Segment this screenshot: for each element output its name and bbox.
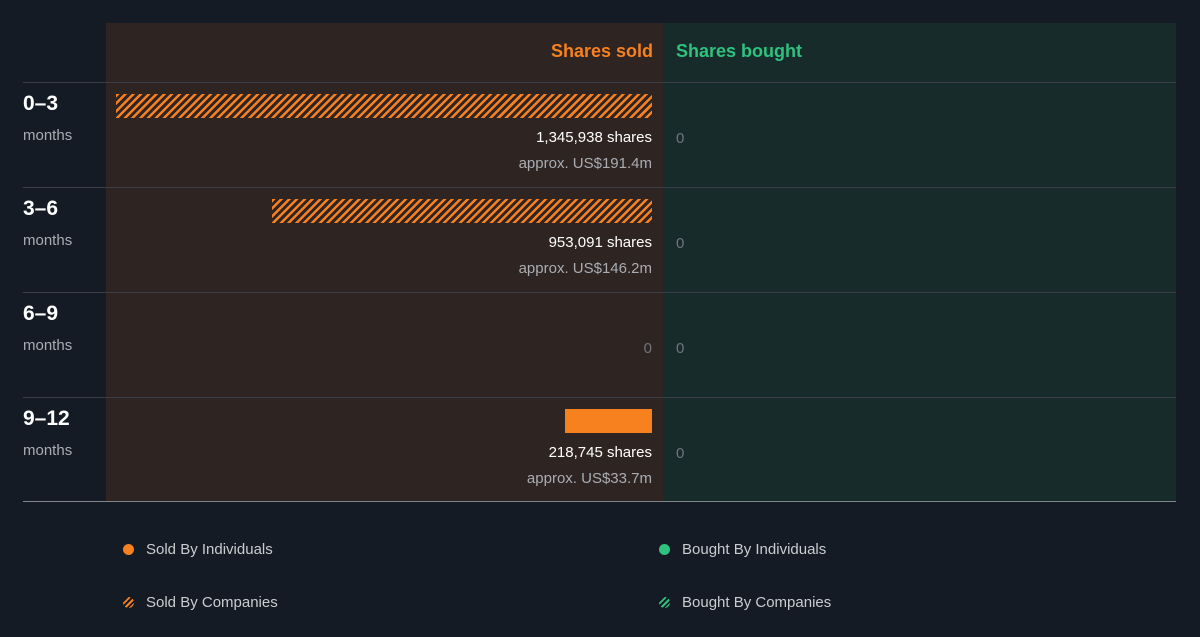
orange-dot-icon	[123, 544, 134, 555]
shares-sold-value: 953,091 shares	[548, 234, 652, 251]
row-divider	[23, 187, 1176, 188]
bought-zero-value: 0	[676, 445, 685, 462]
shares-bought-panel	[663, 23, 1176, 502]
legend-label: Bought By Individuals	[682, 541, 827, 558]
row-divider	[23, 292, 1176, 293]
legend-sold-individuals: Sold By Individuals	[123, 541, 273, 558]
period-row-6-9: 6–9 months 0 0	[0, 293, 1200, 398]
bought-zero-value: 0	[676, 235, 685, 252]
shares-sold-header: Shares sold	[550, 41, 653, 61]
sold-bar	[564, 409, 652, 433]
period-label: 9–12	[23, 407, 70, 430]
period-row-3-6: 3–6 months 953,091 shares approx. US$146…	[0, 188, 1200, 293]
legend-bought-individuals: Bought By Individuals	[659, 541, 826, 558]
shares-sold-value: 218,745 shares	[548, 444, 652, 461]
legend-label: Sold By Individuals	[146, 541, 273, 558]
legend-label: Bought By Companies	[682, 594, 832, 611]
period-label: 6–9	[23, 302, 59, 325]
green-hatched-dot-icon	[659, 597, 670, 608]
row-divider	[23, 82, 1176, 83]
period-unit: months	[23, 337, 73, 354]
period-row-9-12: 9–12 months 218,745 shares approx. US$33…	[0, 398, 1200, 503]
sold-bar	[272, 199, 652, 223]
shares-sold-value: 1,345,938 shares	[536, 129, 652, 146]
sold-zero-value: 0	[643, 340, 652, 357]
shares-sold-amount: approx. US$191.4m	[518, 155, 652, 172]
legend-bought-companies: Bought By Companies	[659, 594, 831, 611]
sold-bar	[116, 94, 652, 118]
bought-zero-value: 0	[676, 340, 685, 357]
period-unit: months	[23, 232, 73, 249]
shares-sold-amount: approx. US$146.2m	[518, 260, 652, 277]
row-divider	[23, 397, 1176, 398]
green-dot-icon	[659, 544, 670, 555]
shares-bought-header: Shares bought	[676, 41, 803, 61]
period-label: 0–3	[23, 92, 59, 115]
legend-label: Sold By Companies	[146, 594, 278, 611]
shares-sold-amount: approx. US$33.7m	[526, 470, 652, 487]
period-unit: months	[23, 127, 73, 144]
legend-sold-companies: Sold By Companies	[123, 594, 278, 611]
period-label: 3–6	[23, 197, 59, 220]
bought-zero-value: 0	[676, 130, 685, 147]
period-unit: months	[23, 442, 73, 459]
orange-hatched-dot-icon	[123, 597, 134, 608]
period-row-0-3: 0–3 months 1,345,938 shares approx. US$1…	[0, 83, 1200, 188]
chart-baseline	[23, 501, 1176, 502]
